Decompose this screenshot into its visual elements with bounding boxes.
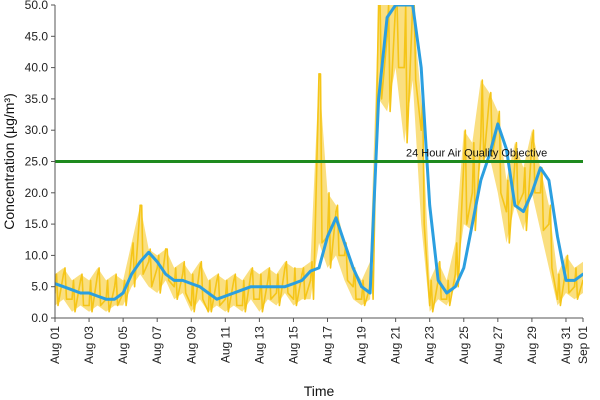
hourly-point	[258, 298, 261, 301]
hourly-point	[113, 285, 116, 288]
hourly-point	[233, 279, 235, 282]
hourly-point	[284, 267, 286, 269]
hourly-range-band	[55, 5, 583, 312]
y-tick-label: 30.0	[25, 123, 49, 137]
hourly-point	[377, 5, 380, 6]
x-axis-title: Time	[304, 383, 335, 399]
hourly-point	[522, 192, 525, 194]
y-tick-label: 20.0	[25, 186, 49, 200]
hourly-point	[190, 304, 193, 307]
hourly-point	[62, 273, 65, 276]
y-tick-labels: 0.0 5.0 10.0 15.0 20.0 25.0 30.0 35.0 40.0 45.0 50…	[25, 0, 49, 325]
hourly-point	[556, 298, 559, 301]
hourly-point	[335, 210, 337, 213]
x-tick-label: Aug 19	[355, 326, 369, 364]
x-tick-label: Aug 23	[423, 326, 437, 364]
hourly-point	[139, 204, 141, 207]
hourly-point	[250, 273, 252, 276]
hourly-point	[480, 135, 482, 138]
hourly-point	[241, 304, 244, 307]
x-tick-label: Aug 15	[286, 326, 300, 364]
y-tick-label: 45.0	[25, 29, 49, 43]
hourly-point	[573, 285, 576, 288]
hourly-point	[386, 35, 388, 38]
y-tick-label: 40.0	[25, 61, 49, 75]
hourly-series-band	[55, 5, 583, 312]
hourly-point	[531, 141, 533, 144]
x-tick-label: Aug 01	[48, 326, 62, 364]
y-tick-label: 0.0	[31, 311, 48, 325]
y-tick-label: 15.0	[25, 217, 49, 231]
hourly-point	[343, 254, 346, 257]
x-tick-label: Aug 29	[525, 326, 539, 364]
hourly-point	[267, 279, 269, 282]
y-axis-title: Concentration (µg/m³)	[1, 93, 17, 229]
hourly-point	[428, 304, 431, 307]
hourly-point	[548, 223, 550, 225]
rolling-average-line	[55, 5, 583, 301]
x-tick-label: Sep 01	[576, 326, 590, 364]
objective-label: 24 Hour Air Quality Objective	[406, 148, 547, 160]
x-tick-label: Aug 11	[218, 326, 232, 363]
hourly-point	[147, 260, 150, 263]
hourly-point	[181, 273, 184, 276]
hourly-point	[471, 192, 474, 194]
hourly-point	[403, 66, 406, 69]
x-tick-label: Aug 27	[491, 326, 505, 364]
hourly-point	[88, 304, 90, 307]
hourly-point	[565, 267, 567, 269]
x-tick-label: Aug 09	[184, 326, 198, 364]
hourly-point	[505, 210, 508, 213]
x-tick-label: Aug 07	[150, 326, 164, 364]
hourly-point	[488, 98, 491, 100]
y-tick-label: 25.0	[25, 155, 49, 169]
x-tick-label: Aug 13	[252, 326, 266, 364]
hourly-point	[173, 285, 175, 288]
hourly-point	[301, 273, 303, 276]
hourly-point	[216, 279, 218, 282]
hourly-point	[275, 292, 278, 294]
x-tick-label: Aug 17	[321, 326, 335, 364]
hourly-point	[360, 298, 363, 301]
series-lines	[55, 5, 583, 313]
axes	[51, 4, 584, 322]
y-tick-label: 5.0	[31, 280, 48, 294]
hourly-point	[79, 279, 82, 282]
objective-line-group: 24 Hour Air Quality Objective	[55, 148, 583, 163]
x-tick-label: Aug 05	[116, 326, 130, 364]
hourly-point	[582, 279, 583, 282]
x-tick-labels: Aug 01 Aug 03 Aug 05 Aug 07 Aug 09 Aug 11 Aug …	[48, 326, 590, 364]
hourly-point	[130, 254, 133, 257]
hourly-point	[420, 129, 423, 131]
hourly-point	[71, 298, 73, 301]
x-tick-label: Aug 31	[559, 326, 573, 364]
hourly-point	[199, 267, 201, 269]
hourly-point	[445, 298, 448, 301]
hourly-point	[318, 73, 320, 75]
y-tick-label: 10.0	[25, 248, 49, 262]
hourly-point	[292, 298, 295, 301]
hourly-point	[309, 279, 312, 282]
x-tick-label: Aug 21	[389, 326, 403, 364]
hourly-point	[156, 267, 158, 269]
hourly-point	[352, 285, 354, 288]
hourly-point	[164, 248, 167, 250]
x-tick-label: Aug 25	[457, 326, 471, 364]
y-tick-label: 50.0	[25, 0, 49, 12]
hourly-point	[539, 192, 542, 194]
hourly-point	[207, 310, 210, 313]
x-tick-label: Aug 03	[82, 326, 96, 364]
hourly-point	[224, 298, 227, 301]
hourly-point	[454, 273, 457, 276]
hourly-point	[96, 273, 99, 276]
y-tick-label: 35.0	[25, 92, 49, 106]
